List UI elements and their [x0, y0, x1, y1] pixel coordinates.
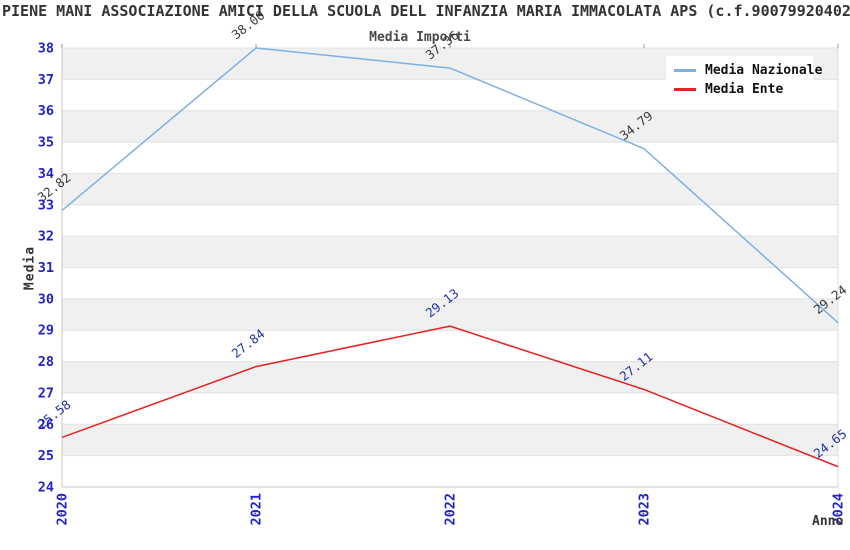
background-band [62, 298, 838, 331]
x-tick-label: 2021 [249, 493, 265, 526]
x-axis-label: Anno [812, 514, 844, 529]
y-tick-label: 35 [38, 135, 54, 151]
y-tick-label: 30 [38, 291, 54, 307]
y-tick-label: 37 [38, 72, 54, 88]
x-tick-label: 2024 [831, 493, 847, 526]
data-point-label: 27.84 [229, 326, 268, 361]
y-tick-label: 27 [38, 385, 54, 401]
background-band [62, 236, 838, 268]
y-tick-label: 33 [38, 197, 54, 213]
media-ente-line-swatch [674, 88, 696, 91]
y-tick-label: 31 [38, 260, 54, 276]
media-nazionale-line-swatch [674, 69, 696, 72]
y-tick-label: 28 [38, 354, 54, 370]
legend-label: Media Nazionale [705, 63, 823, 78]
y-tick-label: 36 [38, 103, 54, 119]
y-tick-label: 26 [38, 417, 54, 433]
background-band [62, 110, 838, 143]
x-tick-label: 2023 [637, 493, 653, 526]
legend-item-media-nazionale: Media Nazionale [674, 61, 822, 80]
data-point-label: 38.00 [229, 7, 268, 42]
background-band [62, 361, 838, 393]
y-tick-label: 25 [38, 448, 54, 464]
legend-item-media-ente: Media Ente [674, 80, 805, 99]
background-band [62, 424, 838, 456]
y-tick-label: 32 [38, 229, 54, 245]
chart-subtitle: Media Importi [369, 30, 471, 45]
x-tick-label: 2020 [55, 493, 71, 526]
y-axis-label: Media [22, 245, 38, 291]
x-tick-label: 2022 [443, 493, 459, 526]
background-band [62, 173, 838, 205]
legend: Media Nazionale Media Ente [666, 56, 822, 105]
series-line-media-ente [61, 325, 839, 468]
y-tick-label: 38 [38, 41, 54, 57]
chart-title: PIENE MANI ASSOCIAZIONE AMICI DELLA SCUO… [2, 2, 850, 20]
legend-label: Media Ente [705, 82, 784, 97]
y-tick-label: 24 [38, 480, 54, 496]
y-tick-label: 34 [38, 166, 54, 182]
y-tick-label: 29 [38, 323, 54, 339]
series-line-media-nazionale [61, 47, 839, 324]
